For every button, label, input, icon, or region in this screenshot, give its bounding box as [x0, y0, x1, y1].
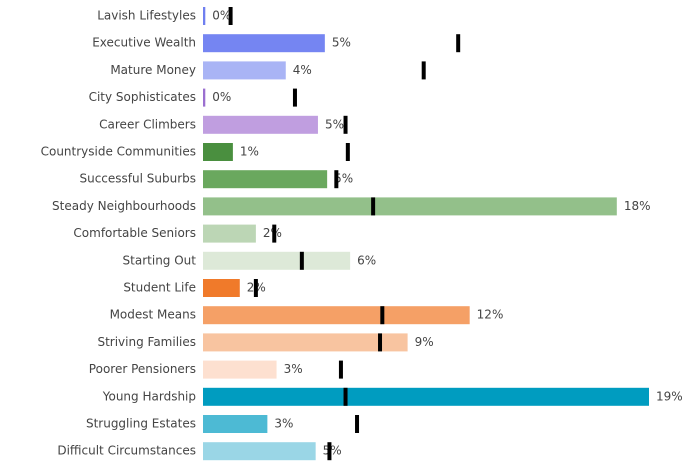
category-label: Countryside Communities — [41, 145, 196, 159]
bar — [203, 7, 206, 25]
bar — [203, 61, 286, 80]
value-label: 12% — [477, 308, 504, 322]
category-label: Modest Means — [110, 308, 196, 322]
value-label: 18% — [624, 199, 651, 213]
category-label: Career Climbers — [99, 117, 196, 131]
value-label: 5% — [325, 117, 344, 131]
benchmark-marker — [338, 360, 343, 379]
category-label: Successful Suburbs — [79, 172, 196, 186]
value-label: 3% — [284, 362, 303, 376]
value-label: 5% — [323, 444, 342, 458]
benchmark-marker — [343, 387, 348, 406]
bar — [203, 333, 408, 352]
benchmark-marker — [355, 415, 360, 433]
category-label: Young Hardship — [102, 389, 196, 403]
benchmark-marker — [253, 279, 258, 297]
category-label: Mature Money — [110, 63, 196, 77]
benchmark-marker — [299, 251, 304, 270]
bar — [203, 224, 256, 243]
bar — [203, 34, 325, 53]
value-label: 5% — [332, 36, 351, 50]
bar — [203, 170, 328, 189]
benchmark-marker — [272, 224, 277, 243]
bar — [203, 251, 351, 270]
bar — [203, 360, 277, 379]
value-label: 0% — [212, 9, 231, 23]
bar — [203, 442, 316, 461]
category-label: Lavish Lifestyles — [97, 9, 196, 23]
category-label: Striving Families — [97, 335, 196, 349]
bar — [203, 415, 268, 433]
benchmark-marker — [421, 61, 426, 80]
bar — [203, 115, 318, 134]
value-label: 9% — [415, 335, 434, 349]
benchmark-marker — [228, 7, 233, 25]
bar — [203, 143, 233, 161]
benchmark-marker — [334, 170, 339, 189]
bar — [203, 279, 240, 297]
bar — [203, 197, 617, 216]
bar — [203, 387, 649, 406]
category-label: Steady Neighbourhoods — [52, 199, 196, 213]
benchmark-marker — [378, 333, 383, 352]
benchmark-marker — [380, 306, 385, 325]
category-label: Executive Wealth — [92, 36, 196, 50]
bar — [203, 88, 206, 107]
benchmark-marker — [345, 143, 350, 161]
value-label: 0% — [212, 90, 231, 104]
category-label: Poorer Pensioners — [89, 362, 196, 376]
value-label: 19% — [656, 389, 683, 403]
benchmark-marker — [327, 442, 332, 461]
category-label: Struggling Estates — [86, 417, 196, 431]
category-label: Comfortable Seniors — [73, 226, 196, 240]
category-label: Difficult Circumstances — [57, 444, 196, 458]
benchmark-marker — [343, 115, 348, 134]
category-label: City Sophisticates — [89, 90, 196, 104]
benchmark-marker — [456, 34, 461, 53]
value-label: 5% — [334, 172, 353, 186]
category-label: Student Life — [123, 281, 196, 295]
benchmark-marker — [371, 197, 376, 216]
value-label: 1% — [240, 145, 259, 159]
benchmark-marker — [292, 88, 297, 107]
bar — [203, 306, 470, 325]
category-label: Starting Out — [123, 253, 197, 267]
value-label: 6% — [357, 253, 376, 267]
value-label: 4% — [293, 63, 312, 77]
value-label: 3% — [274, 417, 293, 431]
